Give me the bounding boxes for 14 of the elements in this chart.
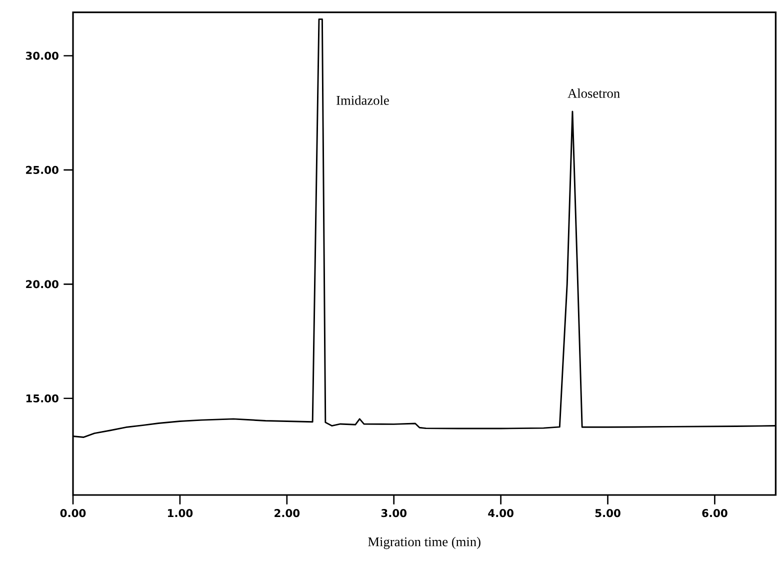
y-tick-label: 15.00 [26, 394, 58, 402]
x-tick-label: 2.00 [274, 509, 300, 518]
y-tick-label: 25.00 [26, 166, 58, 174]
y-tick-label: 20.00 [26, 280, 58, 288]
y-tick-label: 30.00 [26, 52, 58, 60]
x-tick-label: 6.00 [702, 509, 728, 518]
x-tick-label: 3.00 [381, 509, 407, 518]
x-tick-label: 0.00 [60, 509, 86, 518]
annotation: Alosetron [568, 88, 620, 98]
x-tick-label: 4.00 [488, 509, 514, 518]
x-tick-label: 1.00 [168, 509, 193, 518]
x-tick-label: 5.00 [595, 509, 620, 518]
x-axis-title: Migration time (min) [368, 536, 480, 550]
annotation: Imidazole [336, 95, 389, 105]
